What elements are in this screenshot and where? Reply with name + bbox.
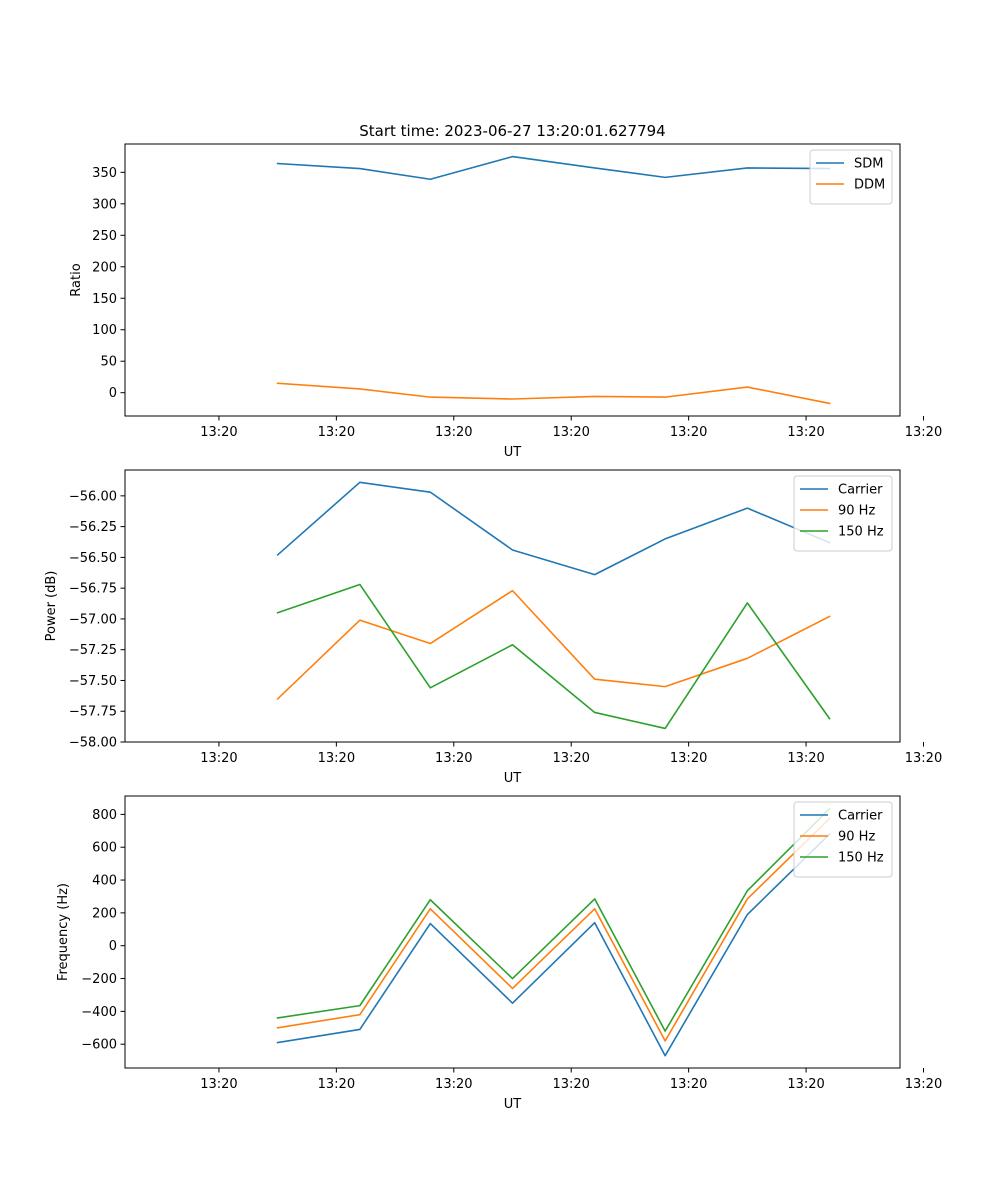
power-y-tick-label: −58.00 — [69, 736, 117, 751]
frequency-axes-frame — [124, 795, 901, 1069]
ratio-series-sdm-line — [276, 155, 831, 181]
ratio-y-tick-label: 250 — [92, 229, 117, 244]
power-axes-frame — [124, 469, 901, 743]
frequency-y-tick-label: −200 — [81, 972, 117, 987]
power-x-tick-label: 13:20 — [905, 751, 942, 766]
ratio-x-tick-label: 13:20 — [905, 425, 942, 440]
subplot-ratio: 13:2013:2013:2013:2013:2013:2013:2013:21… — [69, 143, 942, 460]
frequency-x-axis-label: UT — [504, 1097, 522, 1112]
ratio-x-tick-label: 13:20 — [787, 425, 824, 440]
ratio-y-tick-label: 50 — [100, 355, 117, 370]
ratio-y-tick-label: 100 — [92, 323, 117, 338]
frequency-y-tick-label: −400 — [81, 1005, 117, 1020]
ratio-y-tick-label: 200 — [92, 260, 117, 275]
subplot-frequency: 13:2013:2013:2013:2013:2013:2013:2013:21… — [56, 795, 942, 1112]
frequency-x-tick-label: 13:20 — [435, 1077, 472, 1092]
power-x-axis-label: UT — [504, 771, 522, 786]
ratio-x-axis-label: UT — [504, 445, 522, 460]
frequency-legend-label: Carrier — [838, 809, 883, 824]
frequency-legend-box — [793, 801, 893, 878]
ratio-legend-label: SDM — [854, 157, 883, 172]
frequency-legend-label: 90 Hz — [838, 830, 875, 845]
ratio-x-tick-label: 13:20 — [670, 425, 707, 440]
frequency-x-tick-label: 13:20 — [552, 1077, 589, 1092]
figure-title: Start time: 2023-06-27 13:20:01.627794 — [359, 122, 665, 140]
power-legend: Carrier 90 Hz 150 Hz — [793, 475, 893, 552]
power-x-tick-label: 13:20 — [552, 751, 589, 766]
frequency-x-tick-label: 13:20 — [318, 1077, 355, 1092]
frequency-series-90-hz-line — [276, 817, 831, 1042]
frequency-y-tick-label: 200 — [92, 906, 117, 921]
power-series-90-hz-line — [276, 589, 831, 701]
ratio-y-axis-label: Ratio — [69, 263, 84, 296]
ratio-legend: SDM DDM — [809, 149, 893, 205]
power-series-150-hz-line — [276, 583, 831, 730]
ratio-x-tick-label: 13:20 — [435, 425, 472, 440]
frequency-series-carrier-line — [276, 832, 831, 1057]
ratio-y-tick-label: 300 — [92, 197, 117, 212]
power-x-tick-label: 13:20 — [787, 751, 824, 766]
frequency-y-tick-label: −600 — [81, 1038, 117, 1053]
frequency-series-150-hz-line — [276, 807, 831, 1032]
power-y-tick-label: −57.75 — [69, 705, 117, 720]
power-y-axis-label: Power (dB) — [44, 571, 59, 642]
power-legend-box — [793, 475, 893, 552]
power-y-tick-label: −57.50 — [69, 674, 117, 689]
power-y-tick-label: −56.50 — [69, 551, 117, 566]
frequency-x-tick-label: 13:20 — [670, 1077, 707, 1092]
frequency-x-tick-label: 13:20 — [787, 1077, 824, 1092]
power-y-tick-label: −57.25 — [69, 643, 117, 658]
ratio-y-tick-label: 150 — [92, 292, 117, 307]
ratio-y-tick-label: 0 — [109, 386, 117, 401]
power-x-tick-label: 13:20 — [435, 751, 472, 766]
ratio-x-tick-label: 13:20 — [200, 425, 237, 440]
frequency-y-axis-label: Frequency (Hz) — [56, 883, 71, 981]
power-legend-label: 90 Hz — [838, 504, 875, 519]
power-y-tick-label: −56.25 — [69, 520, 117, 535]
subplots-container: 13:2013:2013:2013:2013:2013:2013:2013:21… — [44, 143, 942, 1112]
frequency-y-tick-label: 600 — [92, 841, 117, 856]
frequency-y-tick-label: 400 — [92, 874, 117, 889]
power-y-tick-label: −56.00 — [69, 489, 117, 504]
frequency-y-tick-label: 800 — [92, 808, 117, 823]
power-legend-label: Carrier — [838, 483, 883, 498]
ratio-axes-frame — [124, 143, 901, 417]
ratio-x-tick-label: 13:20 — [318, 425, 355, 440]
ratio-y-tick-label: 350 — [92, 166, 117, 181]
frequency-x-tick-label: 13:20 — [200, 1077, 237, 1092]
subplot-power: 13:2013:2013:2013:2013:2013:2013:2013:21… — [44, 469, 942, 786]
frequency-legend-label: 150 Hz — [838, 851, 884, 866]
power-legend-label: 150 Hz — [838, 525, 884, 540]
power-x-tick-label: 13:20 — [200, 751, 237, 766]
ratio-x-tick-label: 13:20 — [552, 425, 589, 440]
frequency-x-tick-label: 13:20 — [905, 1077, 942, 1092]
power-y-tick-label: −57.00 — [69, 612, 117, 627]
power-y-tick-label: −56.75 — [69, 582, 117, 597]
ratio-legend-label: DDM — [854, 178, 885, 193]
power-x-tick-label: 13:20 — [318, 751, 355, 766]
ratio-series-ddm-line — [276, 382, 831, 405]
power-x-tick-label: 13:20 — [670, 751, 707, 766]
frequency-legend: Carrier 90 Hz 150 Hz — [793, 801, 893, 878]
frequency-y-tick-label: 0 — [109, 939, 117, 954]
power-series-carrier-line — [276, 481, 831, 576]
